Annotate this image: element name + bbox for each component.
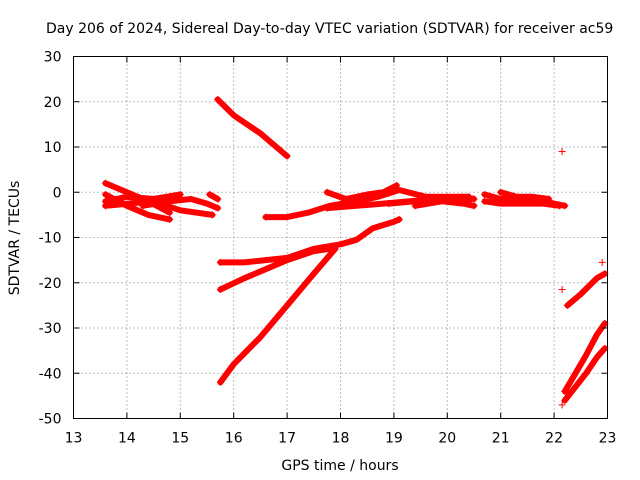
x-tick-label: 19 (385, 431, 403, 447)
series-arc-r-trace (497, 189, 552, 202)
series-arc-g-trace (214, 96, 291, 160)
y-tick-label: -30 (39, 321, 62, 337)
y-tick-label: 10 (44, 140, 62, 156)
x-tick-label: 21 (492, 431, 510, 447)
x-tick-label: 13 (65, 431, 83, 447)
y-axis-label: SDTVAR / TECUs (7, 181, 23, 296)
y-tick-label: -20 (39, 276, 62, 292)
series-arc-e-trace (102, 198, 216, 218)
x-tick-label: 20 (438, 431, 456, 447)
grid-layer (73, 56, 608, 419)
x-tick-label: 14 (118, 431, 136, 447)
plot-frame (73, 56, 608, 419)
series-arc-f-trace (206, 191, 221, 202)
series-arc-c-trace (102, 191, 184, 205)
series-arc-o-trace (412, 198, 477, 209)
series-arc-j-trace (217, 245, 339, 386)
series-arc-u-trace (561, 345, 608, 404)
data-layer (102, 95, 609, 409)
y-tick-label: 30 (44, 50, 62, 66)
series-arc-l-trace (324, 182, 400, 202)
x-tick-label: 17 (278, 431, 296, 447)
series-arc-q-trace (481, 198, 563, 209)
series-arc-t-trace (561, 320, 608, 395)
x-tick-label: 16 (225, 431, 243, 447)
x-tick-label: 23 (599, 431, 617, 447)
x-axis-label: GPS time / hours (281, 458, 398, 474)
y-tick-label: -50 (39, 412, 62, 428)
axis-layer: 13 14 15 16 17 18 19 20 21 22 23 30 20 10 0 -10 -20 -30 -4… (39, 50, 617, 447)
x-tick-label: 22 (545, 431, 563, 447)
x-tick-label: 15 (171, 431, 189, 447)
y-tick-label: 20 (44, 95, 62, 111)
chart-title: Day 206 of 2024, Sidereal Day-to-day VTE… (46, 21, 613, 37)
series-arc-n-trace (385, 193, 477, 207)
y-tick-label: 0 (53, 185, 62, 201)
x-tick-label: 18 (332, 431, 350, 447)
series-arc-h-trace (217, 216, 403, 266)
series-arc-s-trace (564, 270, 608, 309)
y-tick-label: -40 (39, 366, 62, 382)
series-arc-i-trace (217, 245, 333, 293)
y-tick-label: -10 (39, 231, 62, 247)
